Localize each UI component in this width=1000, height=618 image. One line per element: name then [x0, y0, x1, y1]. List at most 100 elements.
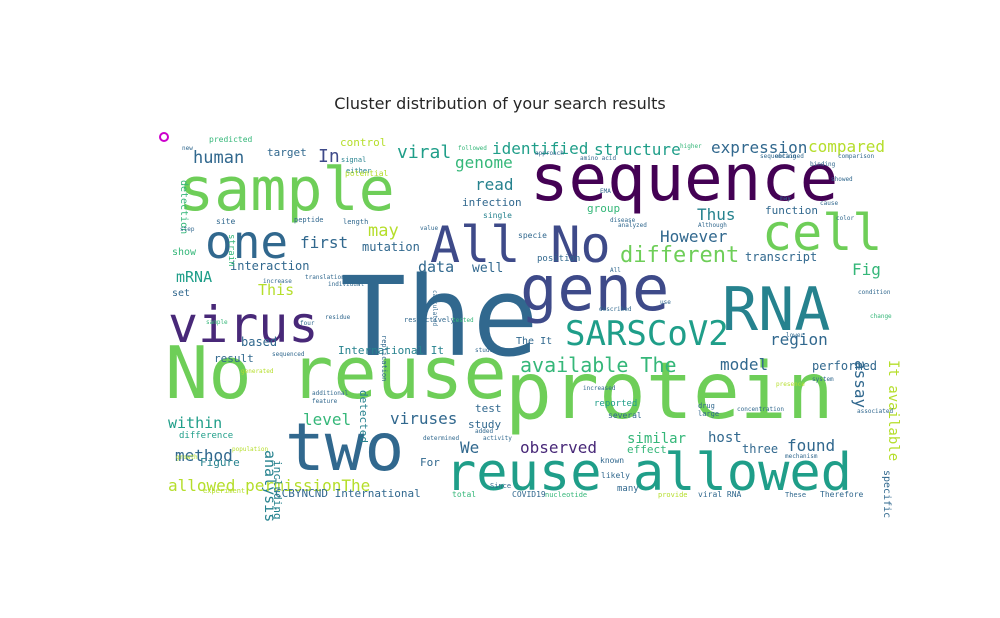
word-show-76: show	[172, 247, 197, 258]
word-well-32: well	[472, 261, 503, 276]
word-followed-145: followed	[458, 145, 487, 152]
word-nucleotide-97: nucleotide	[545, 491, 587, 499]
word-region-39: region	[770, 330, 828, 349]
word-therefore-93: Therefore	[820, 490, 864, 499]
word-likely-91: likely	[601, 471, 630, 480]
word-two-6: two	[285, 409, 404, 486]
word-figure-61: Figure	[200, 456, 240, 469]
word-infection-73: infection	[462, 196, 522, 209]
word-one-13: one	[205, 215, 288, 269]
word-generated-136: generated	[241, 368, 274, 375]
word-may-29: may	[368, 221, 399, 241]
word-concentration-104: concentration	[737, 406, 784, 413]
word-lower-141: lower	[786, 332, 804, 339]
word-interaction-35: interaction	[230, 259, 309, 273]
word-gene-7: gene	[520, 252, 669, 325]
word-data-31: data	[418, 258, 454, 276]
word-human-21: human	[193, 148, 244, 168]
word-activity-120: activity	[483, 435, 512, 442]
word-viral-rna-94: viral RNA	[698, 490, 742, 499]
word-comparison-110: comparison	[838, 153, 875, 160]
word-transcript-36: transcript	[745, 250, 817, 264]
word-sample-2: sample	[178, 155, 395, 225]
word-different-15: different	[620, 243, 739, 268]
word-mutation-30: mutation	[362, 240, 420, 254]
word-ema-147: EMA	[600, 188, 611, 195]
word-color-154: color	[836, 215, 854, 222]
word-many-92: many	[617, 484, 639, 494]
word-group-72: group	[587, 202, 620, 215]
word-analyzed-122: analyzed	[618, 222, 647, 229]
word-predicted-80: predicted	[209, 135, 253, 144]
word-sequencing-144: sequencing	[760, 153, 797, 160]
word-feature-116: feature	[312, 398, 338, 405]
word-virus-10: virus	[168, 296, 319, 354]
word-rna-8: RNA	[722, 275, 830, 345]
word-obtained-109: obtained	[775, 153, 804, 160]
word-for-66: For	[420, 456, 440, 469]
word-total-95: total	[452, 490, 476, 499]
word-change-112: change	[870, 313, 892, 320]
word-assay-38: assay	[851, 360, 870, 409]
word-use-152: use	[660, 299, 671, 306]
word-the-0: The	[340, 253, 539, 381]
word-covid19-96: COVID19	[512, 490, 546, 499]
word-within-44: within	[168, 414, 222, 432]
word-control-71: control	[340, 136, 386, 149]
word-condition-111: condition	[858, 289, 891, 296]
word-structure-18: structure	[594, 140, 681, 159]
word-showed-143: showed	[831, 176, 853, 183]
word-detection-75: detection	[178, 180, 189, 234]
word-either-82: either	[346, 167, 371, 175]
word-in-22: In	[318, 146, 340, 167]
word-several-89: several	[608, 411, 642, 420]
word-disease-125: disease	[610, 217, 636, 224]
word-it-available-42: It available	[885, 360, 901, 461]
word-three-53: three	[742, 442, 778, 456]
word-the-it-63: The It	[516, 336, 552, 347]
word-ccbyncnd-international-56: CCBYNCND International	[275, 487, 421, 500]
word-reuse-allowed-9: reuse allowed	[445, 443, 852, 503]
word-available-the-16: available The	[520, 353, 677, 377]
word-studies-117: studies	[475, 347, 501, 354]
word-additional-115: additional	[312, 390, 349, 397]
word-sarscov2-14: SARSCoV2	[565, 314, 729, 354]
word-increase-114: increase	[263, 278, 292, 285]
word-mechanism-105: mechanism	[785, 453, 818, 460]
word-cause-153: cause	[820, 200, 838, 207]
word-growth-137: growth	[176, 454, 198, 461]
word-based-59: based	[241, 335, 277, 349]
word-value-140: value	[420, 225, 438, 232]
word-drug-102: drug	[698, 402, 715, 410]
word-protein-3: protein	[505, 347, 834, 437]
word-set-77: set	[172, 288, 190, 299]
word-increased-127: increased	[583, 385, 616, 392]
word-approach-133: approach	[535, 150, 564, 157]
word-all-no-11: All No	[430, 216, 611, 274]
word-may-149: may	[780, 195, 791, 202]
word-respectively-129: respectively	[404, 316, 455, 324]
word-level-45: level	[303, 410, 351, 429]
word-determined-119: determined	[423, 435, 460, 442]
corner-marker	[159, 132, 169, 142]
word-performed-41: performed	[812, 359, 877, 373]
word-international-it-55: International It	[338, 344, 444, 357]
word-tested-142: tested	[452, 317, 474, 324]
word-specie-79: specie	[518, 231, 547, 240]
word-sequence-1: sequence	[530, 142, 838, 216]
word-found-52: found	[787, 436, 835, 455]
word-added-121: added	[475, 428, 493, 435]
word-detected-58: detected	[357, 390, 370, 443]
word-new-148: new	[182, 145, 193, 152]
word-individual-132: individual	[328, 281, 365, 288]
word-system-106: system	[812, 376, 834, 383]
word-higher-107: higher	[680, 143, 702, 150]
word-presence-123: presence	[776, 381, 805, 388]
word-compared-20: compared	[808, 137, 885, 156]
chart-title: Cluster distribution of your search resu…	[334, 94, 666, 113]
word-no-5: No	[165, 331, 252, 415]
word-effect-67: effect	[627, 443, 667, 456]
word-genome-24: genome	[455, 153, 513, 172]
